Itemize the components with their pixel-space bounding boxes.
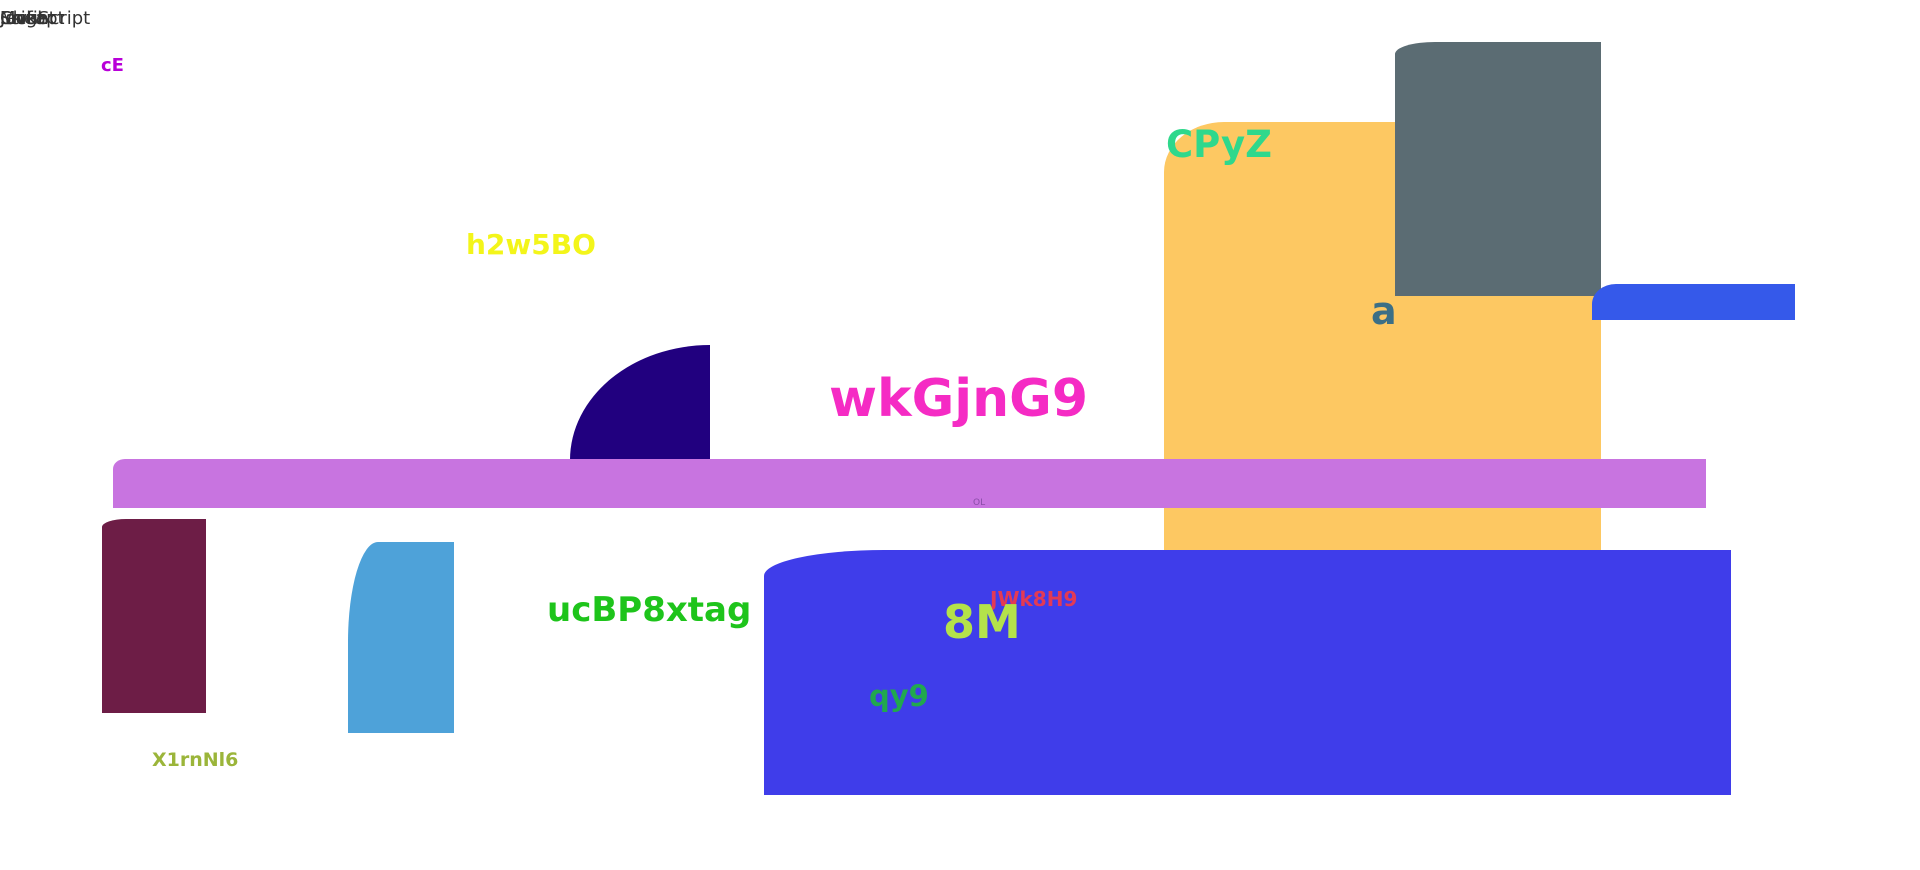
label-wkgjng9: wkGjnG9 [829, 369, 1089, 429]
label-8m: 8M [943, 595, 1021, 649]
label-ol: OL [973, 498, 986, 508]
corner-text-1: Ssight [0, 8, 56, 29]
sky-block [348, 542, 454, 733]
corner-text-3: Cheapt [0, 8, 65, 29]
corner-text-2: Mofit [0, 8, 45, 29]
corner-text-4: Jocke [0, 8, 48, 29]
violet-bar [113, 459, 1706, 508]
label-a: a [1371, 289, 1397, 333]
corner-text-5: JavaScript [0, 8, 91, 29]
label-cpyz: CPyZ [1166, 123, 1272, 166]
navy-quarter-shape [570, 345, 710, 460]
blue-tab [1592, 284, 1795, 320]
label-ce: cE [101, 55, 124, 76]
label-jwk8h9: JWk8H9 [990, 587, 1078, 611]
slate-block [1395, 42, 1601, 296]
label-h2w5bo: h2w5BO [466, 228, 596, 261]
label-ucbp8xtag: ucBP8xtag [547, 590, 752, 630]
label-x1rnnl6: X1rnNl6 [152, 749, 239, 771]
maroon-block [102, 519, 206, 713]
indigo-block [764, 550, 1731, 795]
label-qy9: qy9 [869, 679, 929, 713]
